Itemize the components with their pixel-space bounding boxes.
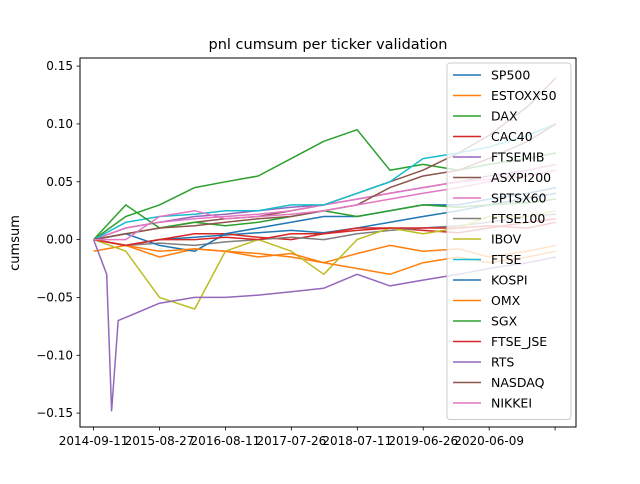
legend: SP500 ESTOXX50 DAX CAC40 FTSEMIB ASXPI200 SPTS… [446, 62, 572, 420]
legend-label: FTSE_JSE [491, 334, 547, 349]
y-tick-label: −0.15 [36, 406, 73, 420]
y-tick-label: −0.05 [36, 290, 73, 304]
legend-box [446, 62, 572, 420]
legend-label: IBOV [491, 232, 522, 247]
legend-label: RTS [491, 355, 514, 370]
y-axis-label: cumsum [8, 215, 23, 271]
x-tick-label: 2014-09-11 [59, 434, 129, 448]
plot-frame [79, 57, 577, 428]
chart-title: pnl cumsum per ticker validation [209, 37, 448, 53]
legend-label: FTSE100 [491, 211, 545, 226]
x-tick-label: 2015-08-27 [125, 434, 195, 448]
legend-label: SP500 [491, 68, 530, 83]
legend-label: OMX [491, 293, 521, 308]
y-tick-label: 0.10 [46, 117, 73, 131]
legend-label: SPTSX60 [491, 191, 547, 206]
x-tick-label: 2020-06-09 [454, 434, 524, 448]
x-tick-label: 2019-06-26 [388, 434, 458, 448]
y-tick-label: 0.00 [46, 233, 73, 247]
x-tick-label: 2016-08-11 [191, 434, 261, 448]
legend-label: NIKKEI [491, 396, 532, 411]
x-axis: 2014-09-112015-08-272016-08-112017-07-26… [59, 427, 556, 448]
legend-label: CAC40 [491, 129, 533, 144]
x-tick-label: 2018-07-11 [322, 434, 392, 448]
legend-label: KOSPI [491, 273, 528, 288]
legend-label: NASDAQ [491, 375, 545, 390]
legend-label: ASXPI200 [491, 170, 551, 185]
legend-label: ESTOXX50 [491, 88, 557, 103]
y-tick-label: 0.05 [46, 175, 73, 189]
legend-label: DAX [491, 109, 518, 124]
legend-label: SGX [491, 314, 518, 329]
y-axis: −0.15 −0.10 −0.05 0.00 0.05 0.10 0.15 [36, 59, 80, 420]
y-tick-label: −0.10 [36, 348, 73, 362]
legend-label: FTSEMIB [491, 150, 545, 165]
x-tick-label: 2017-07-26 [256, 434, 326, 448]
legend-label: FTSE [491, 252, 522, 267]
y-tick-label: 0.15 [46, 59, 73, 73]
